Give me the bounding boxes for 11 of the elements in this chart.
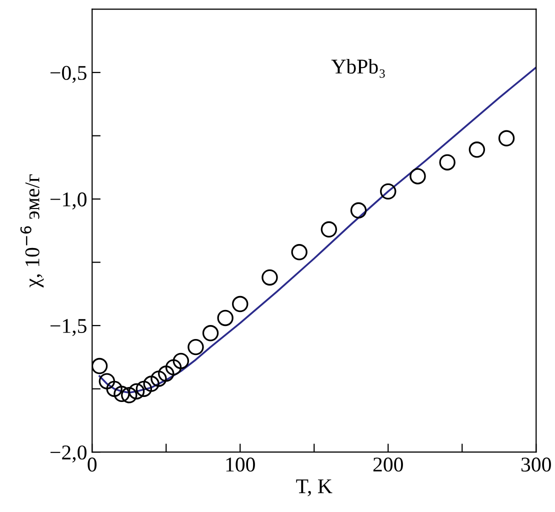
y-tick-label: −1,5 [50, 319, 86, 336]
x-tick-label: 200 [373, 458, 403, 472]
y-tick-label: −1,0 [50, 192, 86, 210]
x-tick-label: 0 [88, 458, 97, 472]
annotation: YbPb₃ [331, 58, 385, 78]
y-tick-label: −0,5 [50, 66, 86, 83]
y-axis-title: χ, 10$^{−6}$ эме/г [20, 174, 44, 288]
y-tick-label: −2,0 [50, 445, 86, 463]
x-tick-label: 100 [226, 458, 255, 472]
x-tick-label: 300 [522, 458, 551, 472]
x-axis-title: T, K [296, 479, 332, 496]
